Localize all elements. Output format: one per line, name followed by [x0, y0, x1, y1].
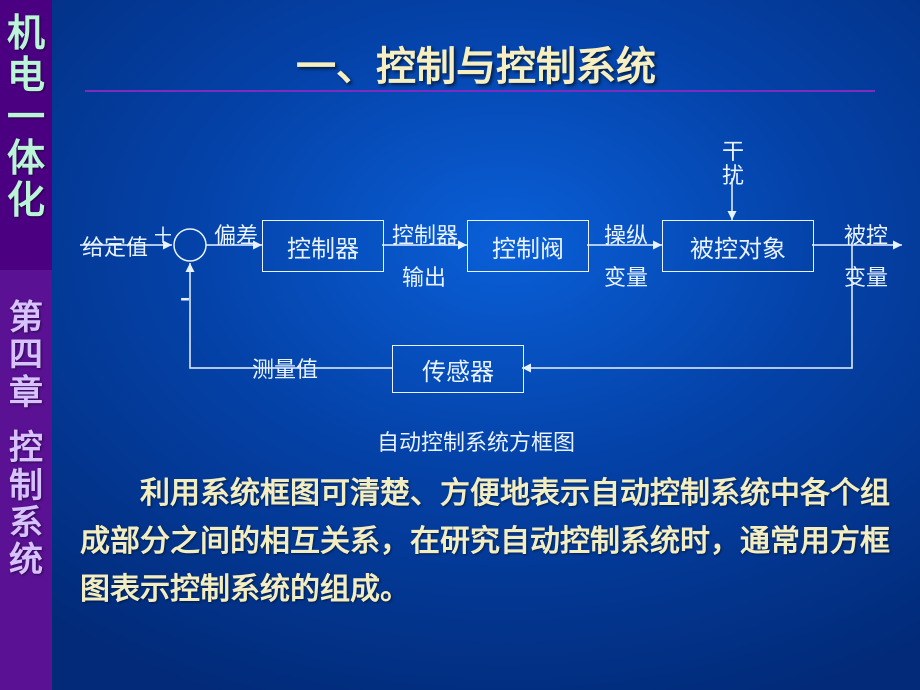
block-diagram: 控制器控制阀被控对象传感器给定值＋-偏差控制器输出操纵变量干扰被控变量测量值: [52, 100, 920, 420]
label-disturb_b: 扰: [722, 158, 744, 190]
node-plant: 被控对象: [662, 220, 814, 272]
body-text-content: 利用系统框图可清楚、方便地表示自动控制系统中各个组成部分之间的相互关系，在研究自…: [80, 477, 890, 606]
sidebar-title-bottom: 第四章控制系统: [0, 300, 52, 580]
label-output_b: 变量: [844, 260, 888, 292]
label-manip_a: 操纵: [604, 218, 648, 250]
label-input: 给定值: [82, 230, 148, 262]
node-sensor: 传感器: [392, 345, 524, 393]
slide-page: 机电一体化 第四章控制系统 一、控制与控制系统 控制器控制阀被控对象传感器给定值…: [0, 0, 920, 690]
sidebar: 机电一体化 第四章控制系统: [0, 0, 52, 690]
label-input_plus: ＋: [152, 218, 174, 250]
label-manip_b: 变量: [604, 260, 648, 292]
node-sum: [174, 229, 206, 261]
label-ctrl_out_b: 输出: [402, 260, 446, 292]
body-text: 利用系统框图可清楚、方便地表示自动控制系统中各个组成部分之间的相互关系，在研究自…: [80, 470, 890, 614]
label-input_minus: -: [180, 280, 190, 314]
label-measured: 测量值: [252, 352, 318, 384]
sidebar-title-top: 机电一体化: [0, 14, 52, 223]
node-ctrl: 控制器: [262, 220, 384, 272]
label-ctrl_out_a: 控制器: [392, 218, 458, 250]
title-underline: [85, 90, 875, 92]
label-output_a: 被控: [844, 218, 888, 250]
diagram-caption: 自动控制系统方框图: [52, 425, 900, 457]
label-error: 偏差: [214, 218, 258, 250]
page-title: 一、控制与控制系统: [52, 34, 900, 92]
node-valve: 控制阀: [467, 220, 589, 272]
